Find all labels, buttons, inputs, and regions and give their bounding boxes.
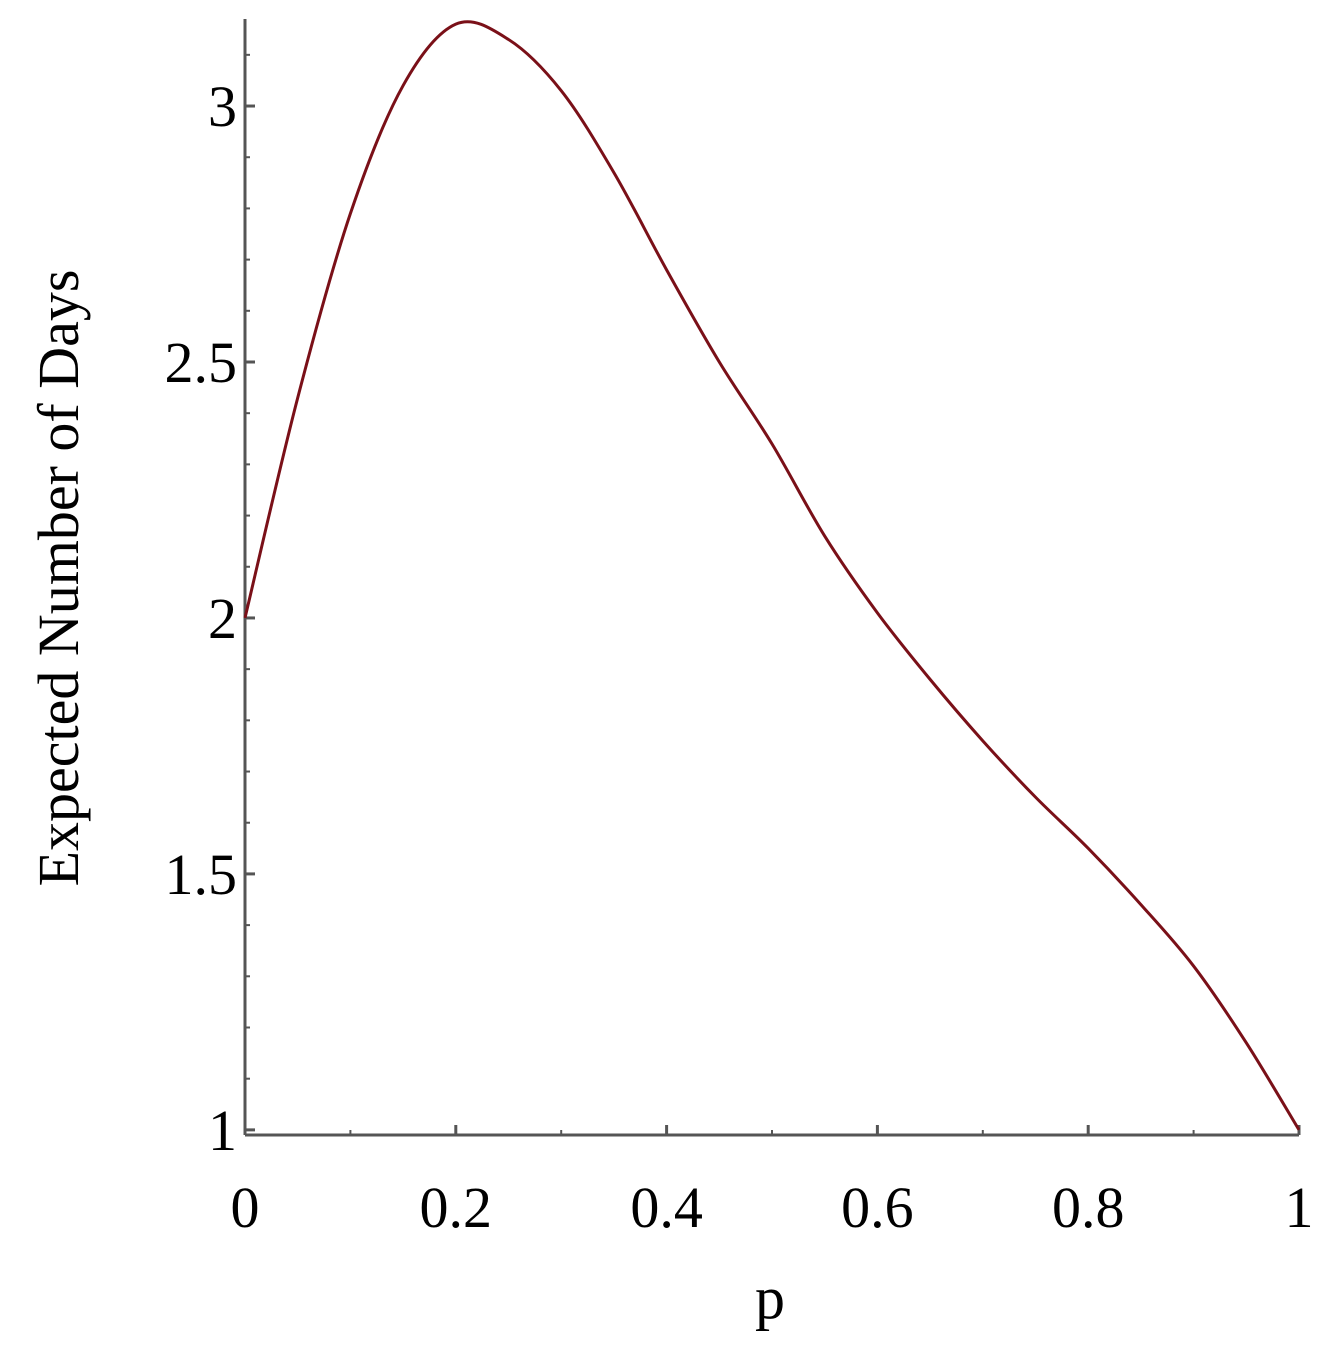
- x-tick-label: 0.4: [630, 1175, 703, 1240]
- y-tick-label: 1.5: [165, 842, 238, 907]
- x-axis-label: p: [755, 1265, 785, 1331]
- x-tick-label: 0: [231, 1175, 260, 1240]
- data-line: [243, 20, 1301, 1131]
- y-tick-label: 1: [208, 1098, 237, 1163]
- y-tick-label: 2.5: [165, 330, 238, 395]
- x-tick-label: 0.8: [1052, 1175, 1125, 1240]
- y-tick-label: 2: [208, 586, 237, 651]
- x-tick-label: 0.2: [420, 1175, 493, 1240]
- y-axis-label: Expected Number of Days: [26, 270, 91, 887]
- x-tick-label: 0.6: [841, 1175, 914, 1240]
- x-tick-label: 1: [1285, 1175, 1314, 1240]
- y-tick-label: 3: [208, 74, 237, 139]
